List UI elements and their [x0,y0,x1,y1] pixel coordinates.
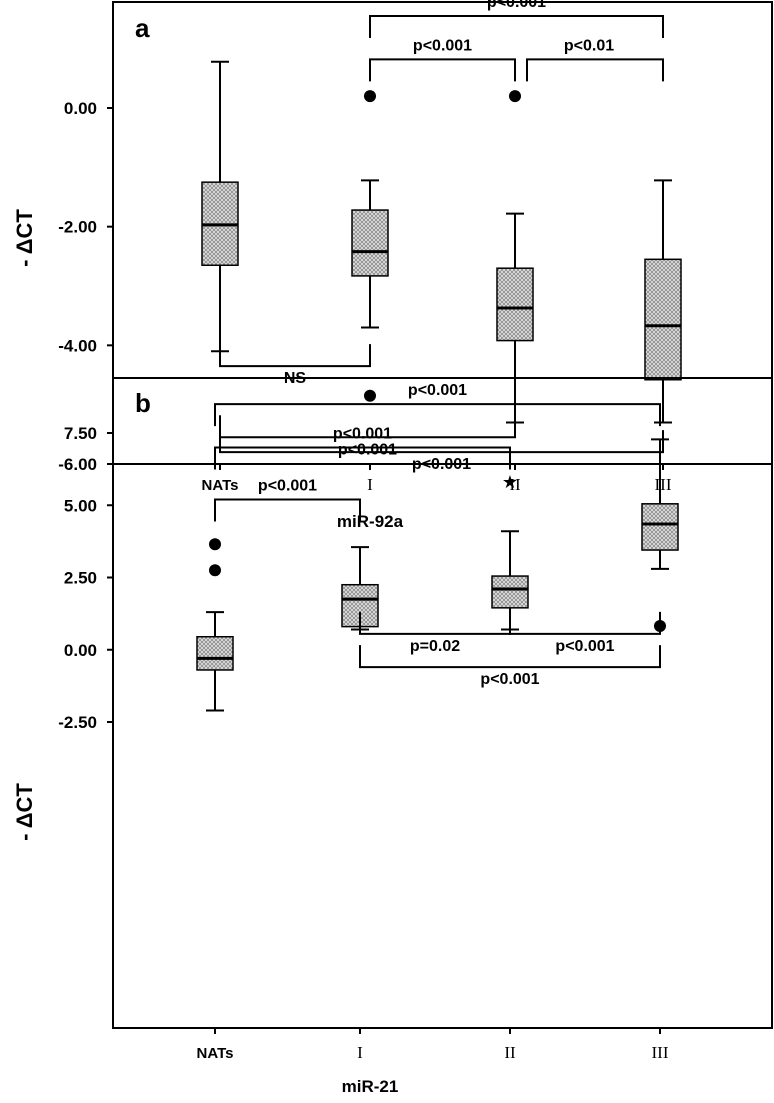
outlier-point [209,538,221,551]
significance-label: p=0.02 [410,638,460,655]
y-tick-label: 5.00 [64,496,97,515]
x-tick-label: I [357,1043,363,1062]
significance-bracket [214,446,511,470]
significance-bracket [214,498,361,522]
significance-bracket [219,430,664,454]
x-tick-label: I [367,475,373,494]
significance-bracket [214,403,661,427]
x-axis-label: miR-21 [342,1077,399,1096]
outlier-point [364,389,376,402]
box-II [491,575,529,609]
significance-bracket [219,415,516,439]
significance-bracket [369,58,516,82]
significance-label: p<0.001 [487,0,546,11]
significance-label: p<0.001 [338,441,397,458]
plot-frame-b [112,377,773,1029]
panel-label-a: a [135,13,150,43]
significance-label: p<0.001 [333,425,392,442]
x-tick-label: II [504,1043,516,1062]
significance-label: p<0.01 [564,37,614,54]
y-tick-label: 0.00 [64,641,97,660]
outlier-point [509,90,521,103]
significance-bracket [526,58,664,82]
x-tick-label: NATs [197,1045,234,1062]
significance-bracket [509,611,661,635]
significance-bracket [359,645,661,669]
x-tick-label: II [509,475,521,494]
y-tick-label: 7.50 [64,424,97,443]
y-axis-label: - ΔCT [12,783,37,841]
panel-label-b: b [135,388,151,418]
y-tick-label: -2.00 [58,218,97,237]
box-III [641,503,679,551]
y-axis-label: - ΔCT [12,209,37,267]
x-tick-label: NATs [202,477,239,494]
x-tick-label: III [655,475,672,494]
outlier-point [209,564,221,577]
plot-frame-a [112,1,773,465]
significance-label: p<0.001 [258,477,317,494]
box-NATs [196,635,234,671]
y-tick-label: 2.50 [64,569,97,588]
significance-label: p<0.001 [408,382,467,399]
y-tick-label: -2.50 [58,713,97,732]
significance-label: p<0.001 [412,456,471,473]
extreme-point: ★ [502,472,518,492]
outlier-point [364,90,376,103]
significance-bracket [359,611,511,635]
significance-bracket [219,344,371,368]
y-tick-label: -4.00 [58,336,97,355]
y-tick-label: -6.00 [58,455,97,474]
x-axis-label: miR-92a [337,512,404,531]
box-II [496,267,534,342]
y-tick-label: 0.00 [64,99,97,118]
significance-label: p<0.001 [480,671,539,688]
significance-label: p<0.001 [413,37,472,54]
x-tick-label: III [652,1043,669,1062]
significance-bracket [369,15,664,39]
box-III [644,258,682,381]
significance-label: p<0.001 [555,638,614,655]
box-I [351,209,389,277]
